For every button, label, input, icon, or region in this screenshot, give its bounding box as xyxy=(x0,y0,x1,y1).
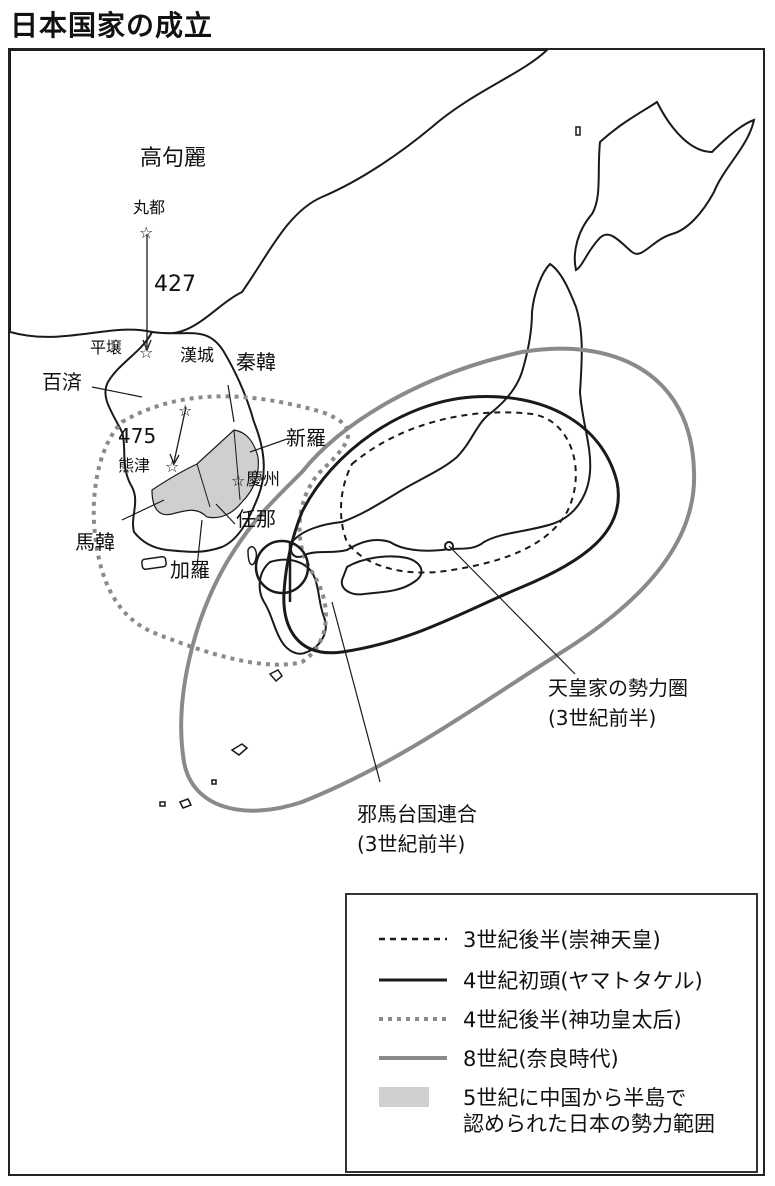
map-title: 日本国家の成立 xyxy=(10,9,214,42)
label-imperial-sphere-date: (3世紀前半) xyxy=(548,706,657,730)
legend-item-late-fourth-century: 4世紀後半(神功皇太后) xyxy=(377,1007,682,1033)
gyeongju-star: ☆ xyxy=(231,471,245,490)
legend-sample-dotted-gray xyxy=(377,1007,449,1031)
pyongyang-star: ☆ xyxy=(139,343,153,362)
label-year-475: 475 xyxy=(118,424,157,448)
label-imperial-sphere: 天皇家の勢力圏 xyxy=(548,676,688,700)
legend-label: 4世紀初頭(ヤマトタケル) xyxy=(463,969,703,993)
label-gaya: 加羅 xyxy=(170,558,210,582)
label-goguryeo: 高句麗 xyxy=(140,146,207,171)
legend-sample-gray-fill xyxy=(377,1085,449,1109)
label-jinhan: 秦韓 xyxy=(236,350,276,374)
fifth-century-region xyxy=(151,429,259,519)
early-fourth-century-boundary xyxy=(282,394,620,655)
legend-label-line2: 認められた日本の勢力範囲 xyxy=(463,1112,715,1137)
map-canvas: ☆ ☆ ☆ ☆ ☆ xyxy=(10,50,756,813)
hokkaido xyxy=(573,100,756,272)
label-silla: 新羅 xyxy=(286,426,326,450)
honshu xyxy=(289,262,592,558)
label-yamatai: 邪馬台国連合 xyxy=(357,802,477,826)
hanseong-star: ☆ xyxy=(178,401,192,420)
hwando-star: ☆ xyxy=(139,223,153,242)
label-yamatai-date: (3世紀前半) xyxy=(357,832,466,856)
label-gyeongju: 慶州 xyxy=(246,470,280,490)
legend-label-line1: 5世紀に中国から半島で xyxy=(463,1086,687,1110)
label-mahan: 馬韓 xyxy=(75,530,115,554)
shikoku xyxy=(340,555,423,596)
legend-item-eighth-century: 8世紀(奈良時代) xyxy=(377,1046,619,1072)
legend-sample-solid-gray xyxy=(377,1046,449,1070)
late-fourth-century-boundary xyxy=(91,394,351,667)
legend-item-early-fourth-century: 4世紀初頭(ヤマトタケル) xyxy=(377,968,703,994)
label-mimana: 任那 xyxy=(236,507,276,531)
legend-label: 3世紀後半(崇神天皇) xyxy=(463,928,661,952)
map-legend: 3世紀後半(崇神天皇) 4世紀初頭(ヤマトタケル) 4世紀後半(神功皇太后) 8… xyxy=(345,893,758,1173)
legend-label: 8世紀(奈良時代) xyxy=(463,1047,619,1071)
late-third-century-boundary xyxy=(339,411,577,574)
label-pyongyang: 平壌 xyxy=(90,338,123,357)
label-hanseong: 漢城 xyxy=(180,346,214,366)
label-baekje: 百済 xyxy=(42,370,82,394)
legend-item-late-third-century: 3世紀後半(崇神天皇) xyxy=(377,927,661,953)
kyushu xyxy=(258,558,327,655)
continent-coast xyxy=(10,50,549,338)
legend-label: 5世紀に中国から半島で 認められた日本の勢力範囲 xyxy=(463,1085,715,1138)
label-ungjin: 熊津 xyxy=(118,456,151,475)
legend-sample-dashed-black xyxy=(377,927,449,951)
ungjin-star: ☆ xyxy=(165,457,179,476)
legend-label: 4世紀後半(神功皇太后) xyxy=(463,1008,682,1032)
jeju-island xyxy=(141,556,167,570)
yamatai-circle xyxy=(254,539,310,595)
eighth-century-boundary xyxy=(179,346,697,813)
label-year-427: 427 xyxy=(154,272,196,297)
legend-sample-solid-black xyxy=(377,968,449,992)
legend-item-fifth-century-region: 5世紀に中国から半島で 認められた日本の勢力範囲 xyxy=(377,1085,715,1138)
label-hwando: 丸都 xyxy=(133,198,166,217)
